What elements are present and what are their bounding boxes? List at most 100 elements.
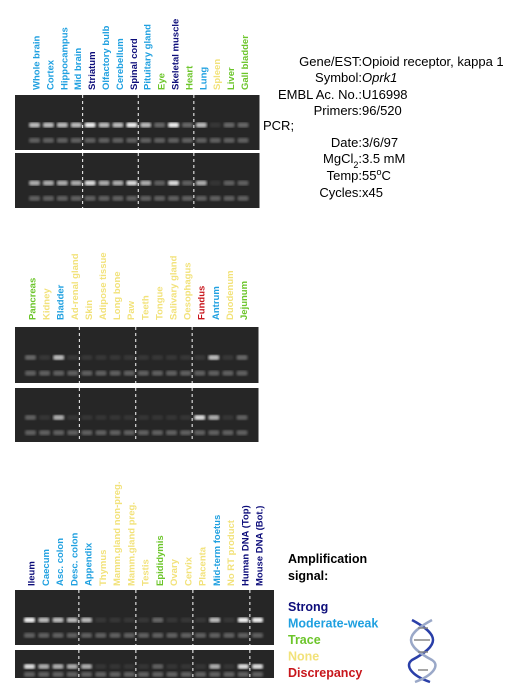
gel-band [236, 415, 248, 420]
gel-band [194, 415, 206, 420]
lane-label: Liver [226, 67, 237, 90]
primer-band [81, 430, 93, 436]
primer-band [140, 137, 152, 143]
gel-band [195, 122, 207, 128]
gel-band [112, 180, 124, 186]
gel-band [168, 180, 179, 186]
gel-band [81, 355, 93, 360]
gel-band [98, 180, 110, 186]
primer-band [208, 370, 220, 376]
primer-band [237, 195, 249, 201]
primer-band [168, 137, 179, 143]
gel-band [95, 664, 107, 669]
lane-label: Eye [157, 73, 168, 90]
info-text: Cycles: [319, 185, 362, 200]
info-value: 96/520 [362, 103, 402, 118]
info-text: U16998 [362, 87, 408, 102]
primer-band [168, 195, 179, 201]
primer-band [137, 430, 149, 436]
gel-band [138, 664, 149, 669]
gel-band [53, 355, 65, 360]
info-text: 2 [353, 160, 358, 170]
lane-label: Cerebellum [115, 38, 126, 90]
gel-band [152, 664, 164, 669]
gel-band [67, 415, 79, 420]
gel-band [237, 180, 249, 186]
lane-label: Pancreas [28, 278, 39, 320]
primer-band [195, 632, 206, 638]
primer-band [180, 671, 192, 677]
gel-band [252, 664, 263, 669]
lane-label: Gall bladder [240, 35, 251, 90]
gel-band [81, 617, 92, 623]
primer-band [39, 370, 51, 376]
primer-band [222, 430, 234, 436]
lane-label: Tongue [154, 286, 165, 320]
gel-band [168, 122, 179, 128]
gel-band [70, 122, 82, 128]
lane-label: Antrum [211, 286, 222, 320]
gel-band [39, 355, 51, 360]
primer-band [56, 195, 68, 201]
lane-label: Kidney [42, 288, 53, 320]
primer-band [98, 195, 110, 201]
gel-band [180, 415, 192, 420]
primer-band [81, 370, 93, 376]
gel-band [140, 180, 152, 186]
lane-label: Skeletal muscle [171, 19, 182, 90]
lane-label: Olfactory bulb [101, 25, 112, 90]
lane-label: Testis [141, 559, 152, 586]
gel-band [222, 415, 234, 420]
gel-band [222, 355, 234, 360]
primer-band [237, 137, 249, 143]
info-text: Primers: [314, 103, 362, 118]
primer-band [154, 195, 166, 201]
lane-label: Cervix [183, 556, 194, 586]
primer-band [29, 195, 40, 201]
primer-band [166, 632, 178, 638]
info-text: 3.5 mM [362, 151, 405, 166]
gel-band [154, 180, 166, 186]
gel-band [252, 617, 263, 623]
gel-band [52, 664, 64, 669]
primer-band [109, 430, 121, 436]
primer-band [81, 632, 92, 638]
primer-band [70, 137, 82, 143]
info-value: 3/6/97 [362, 135, 398, 150]
primer-band [112, 195, 124, 201]
info-key: Primers: [314, 103, 362, 118]
gel-band [29, 180, 40, 186]
info-text: 3/6/97 [362, 135, 398, 150]
lane-label: Fundus [197, 286, 208, 320]
info-text: Symbol: [315, 70, 362, 85]
gel-band [66, 617, 78, 623]
lane-label: Mid brain [73, 48, 84, 90]
gel-band [137, 415, 149, 420]
primer-band [195, 671, 206, 677]
primer-band [237, 671, 249, 677]
primer-band [236, 370, 248, 376]
gel-band [166, 415, 177, 420]
gel-band [25, 355, 36, 360]
info-value: 55oC [362, 167, 391, 183]
info-text: Oprk1 [362, 70, 397, 85]
info-value: 3.5 mM [362, 151, 405, 166]
info-key: Date: [331, 135, 362, 150]
primer-band [38, 632, 50, 638]
info-value: Opioid receptor, kappa 1 [362, 54, 504, 69]
primer-band [194, 370, 206, 376]
gel-band [126, 180, 138, 186]
gel-band [166, 355, 177, 360]
legend-item: Strong [288, 600, 328, 614]
lane-label: Salivary gland [169, 255, 180, 320]
gel-band [237, 122, 249, 128]
gel-band [67, 355, 79, 360]
primer-band [208, 430, 220, 436]
gel-band [109, 664, 121, 669]
gel-band [66, 664, 78, 669]
primer-band [52, 632, 64, 638]
gel-band [195, 664, 206, 669]
gel-band [140, 122, 152, 128]
primer-band [138, 671, 149, 677]
gel-band [112, 122, 124, 128]
